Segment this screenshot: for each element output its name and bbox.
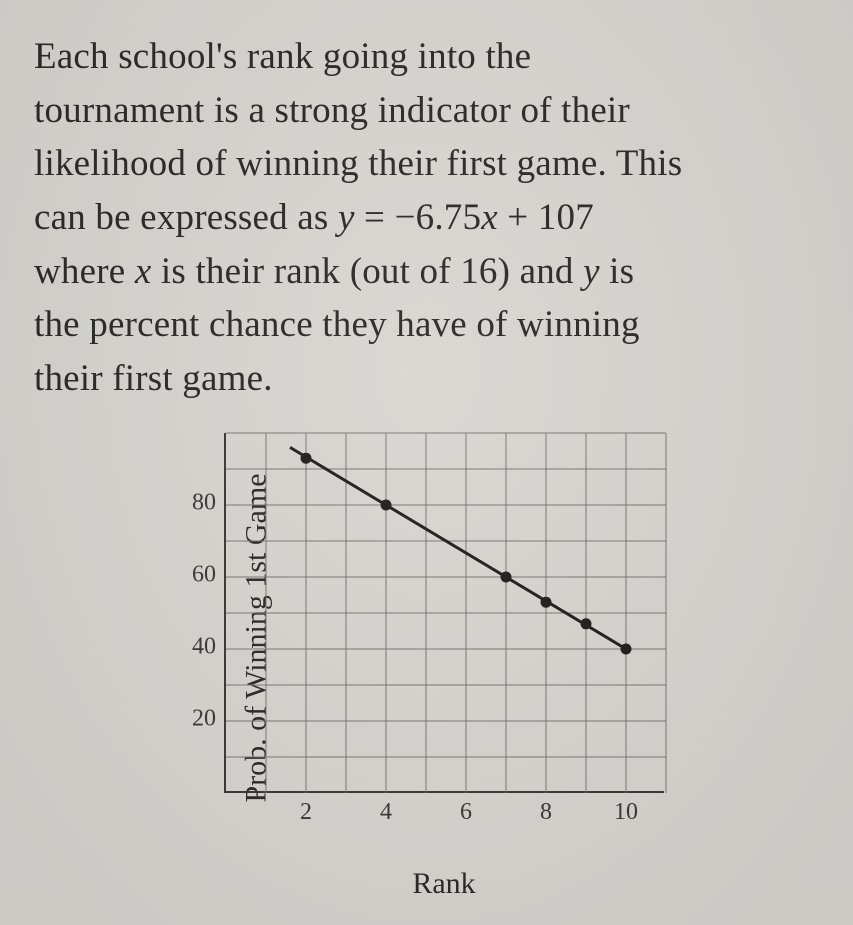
x-tick: 8 bbox=[540, 799, 552, 826]
line6: the percent chance they have of winning bbox=[34, 304, 640, 345]
x-tick: 6 bbox=[460, 799, 472, 826]
line7: their first game. bbox=[34, 358, 273, 399]
x-tick: 2 bbox=[300, 799, 312, 826]
var-x: x bbox=[135, 251, 152, 292]
problem-text: Each school's rank going into the tourna… bbox=[34, 30, 819, 405]
eq-end: + 107 bbox=[498, 197, 594, 238]
line4a: can be expressed as bbox=[34, 197, 338, 238]
line2: tournament is a strong indicator of thei… bbox=[34, 90, 630, 131]
x-tick: 4 bbox=[380, 799, 392, 826]
scatter-chart: Prob. of Winning 1st Game Rank 204060802… bbox=[144, 423, 704, 853]
y-tick: 80 bbox=[192, 490, 216, 517]
line5b: is their rank (out of 16) and bbox=[151, 251, 583, 292]
y-tick: 20 bbox=[192, 706, 216, 733]
x-tick: 10 bbox=[614, 799, 638, 826]
y-tick: 40 bbox=[192, 634, 216, 661]
y-tick: 60 bbox=[192, 562, 216, 589]
plot-area: 20406080246810 bbox=[224, 433, 664, 793]
eq-x: x bbox=[481, 197, 498, 238]
x-axis-label: Rank bbox=[412, 867, 475, 901]
var-y: y bbox=[583, 251, 600, 292]
line5a: where bbox=[34, 251, 135, 292]
line1: Each school's rank going into the bbox=[34, 36, 531, 77]
line5c: is bbox=[600, 251, 635, 292]
eq-y: y bbox=[338, 197, 355, 238]
line3: likelihood of winning their first game. … bbox=[34, 143, 682, 184]
eq-mid: = −6.75 bbox=[355, 197, 482, 238]
plot-svg bbox=[226, 433, 666, 793]
